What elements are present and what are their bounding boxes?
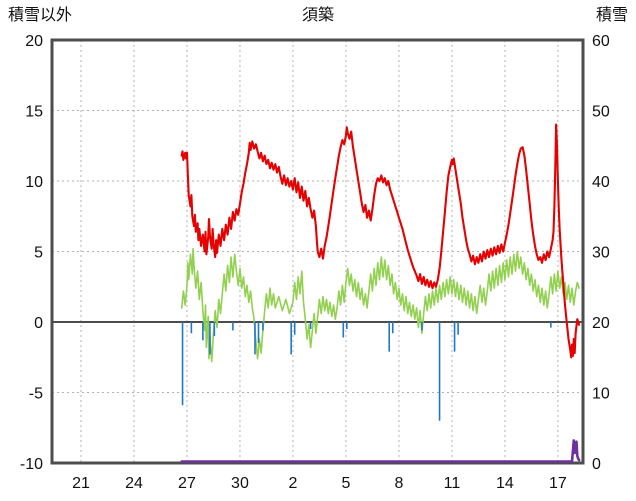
right-tick-label: 10 <box>592 386 610 403</box>
right-tick-label: 0 <box>592 456 601 473</box>
right-tick-label: 50 <box>592 104 610 121</box>
x-tick-label: 21 <box>72 475 90 492</box>
left-tick-label: 15 <box>25 104 43 121</box>
right-axis-title: 積雪 <box>595 7 628 24</box>
x-tick-label: 24 <box>125 475 143 492</box>
left-tick-label: 20 <box>25 33 43 50</box>
plot-border <box>50 38 585 465</box>
left-tick-label: 5 <box>34 245 43 262</box>
chart-title: 須築 <box>301 7 335 24</box>
left-tick-label: 0 <box>34 315 43 332</box>
x-tick-label: 2 <box>288 475 297 492</box>
left-tick-label: -10 <box>20 456 43 473</box>
red-line-series <box>180 123 581 359</box>
x-tick-label: 8 <box>394 475 403 492</box>
x-tick-label: 5 <box>341 475 350 492</box>
right-tick-label: 20 <box>592 315 610 332</box>
snow-depth-series <box>180 439 581 463</box>
x-tick-label: 30 <box>231 475 249 492</box>
x-tick-label: 14 <box>496 475 514 492</box>
x-tick-label: 27 <box>178 475 196 492</box>
left-axis-title: 積雪以外 <box>8 7 73 24</box>
left-tick-label: 10 <box>25 174 43 191</box>
x-tick-label: 17 <box>549 475 567 492</box>
x-tick-label: 11 <box>444 475 461 492</box>
right-tick-label: 30 <box>592 245 610 262</box>
left-tick-label: -5 <box>29 386 43 403</box>
green-line-series <box>180 247 580 363</box>
right-tick-label: 60 <box>592 33 610 50</box>
right-tick-label: 40 <box>592 174 610 191</box>
